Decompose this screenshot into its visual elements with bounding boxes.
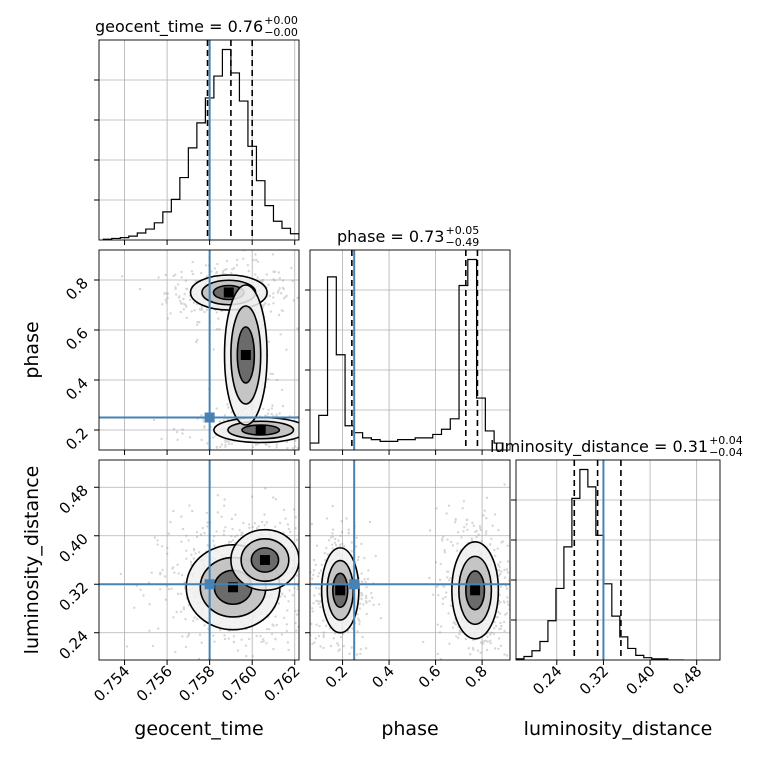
hist-panel-geocent_time: geocent_time = 0.76 +0.00−0.00 [94,14,300,241]
hist-geocent_time-title-main: geocent_time = 0.76 [95,17,263,37]
scatter-geocent_time-vs-phase-frame [98,249,300,451]
hist-luminosity_distance-title: luminosity_distance = 0.31 [490,437,708,457]
scatter-phase-vs-luminosity_distance-truth-marker [349,579,360,590]
hist-phase-title-main: phase = 0.73 [337,227,444,246]
scatter-phase-vs-luminosity_distance-peak-0 [335,585,346,596]
hist-geocent_time-title: geocent_time = 0.76 [95,17,263,37]
xtick-label-geocent_time-0: 0.754 [90,662,133,705]
xtick-label-luminosity_distance-0: 0.24 [529,662,565,698]
scatter-geocent_time-vs-luminosity_distance-density [119,487,299,660]
ytick-label-phase-0: 0.2 [62,424,92,454]
xtick-label-luminosity_distance-1: 0.32 [576,662,612,698]
hist-luminosity_distance-steps [516,468,684,660]
scatter-geocent_time-vs-luminosity_distance [98,459,300,661]
scatter-geocent_time-vs-phase-peak-0 [223,287,234,298]
hist-phase-frame [309,249,511,451]
hist-geocent_time-title-lower: −0.00 [264,26,298,39]
xtick-label-phase-0: 0.2 [322,662,352,692]
xtick-label-geocent_time-2: 0.758 [175,662,218,705]
scatter-geocent_time-vs-luminosity_distance-peak-1 [259,555,270,565]
hist-panel-luminosity_distance: luminosity_distance = 0.31 +0.04−0.04 [490,434,743,661]
scatter-geocent_time-vs-luminosity_distance-frame [98,459,300,661]
scatter-geocent_time-vs-phase-peak-2 [240,350,251,360]
ytick-label-phase-2: 0.6 [62,324,92,354]
ytick-label-phase-3: 0.8 [62,274,92,304]
ytick-label-luminosity_distance-2: 0.40 [55,530,91,566]
xaxis-label-luminosity_distance: luminosity_distance [524,718,713,740]
yaxis-label-luminosity_distance: luminosity_distance [21,466,43,655]
scatter-geocent_time-vs-phase-density [120,250,299,450]
ytick-label-phase-1: 0.4 [62,374,92,404]
hist-geocent_time-steps [102,48,299,240]
scatter-phase-vs-luminosity_distance-peak-1 [470,585,481,596]
scatter-geocent_time-vs-phase-truth-marker [204,412,215,423]
ytick-label-luminosity_distance-3: 0.48 [55,481,91,517]
ytick-label-luminosity_distance-0: 0.24 [55,627,91,663]
hist-phase-title: phase = 0.73 [337,227,444,246]
xaxis-label-geocent_time: geocent_time [134,718,263,740]
xtick-label-phase-1: 0.4 [368,662,398,692]
hist-phase-title-upper: +0.05 [445,224,479,237]
hist-luminosity_distance-title-main: luminosity_distance = 0.31 [490,437,708,457]
yaxis-label-phase: phase [21,321,43,378]
scatter-phase-vs-luminosity_distance-density [310,483,510,660]
hist-phase-steps [310,258,504,450]
scatter-geocent_time-vs-luminosity_distance-peak-0 [228,582,239,593]
hist-luminosity_distance-frame [515,459,721,661]
hist-luminosity_distance-title-upper: +0.04 [709,434,743,447]
xtick-label-phase-2: 0.6 [415,662,445,692]
hist-geocent_time-title-upper: +0.00 [264,14,298,27]
scatter-geocent_time-vs-phase [98,249,300,451]
scatter-geocent_time-vs-phase-peak-1 [255,425,266,435]
scatter-geocent_time-vs-luminosity_distance-truth-marker [204,579,215,590]
xaxis-label-phase: phase [381,718,438,740]
hist-panel-phase: phase = 0.73 +0.05−0.49 [305,224,511,451]
xtick-label-geocent_time-3: 0.760 [218,662,261,705]
scatter-phase-vs-luminosity_distance-frame [309,459,511,661]
hist-geocent_time-frame [98,39,300,241]
xtick-label-luminosity_distance-2: 0.40 [623,662,659,698]
xtick-label-luminosity_distance-3: 0.48 [669,662,705,698]
hist-luminosity_distance-title-lower: −0.04 [709,446,743,459]
xtick-label-geocent_time-1: 0.756 [133,662,176,705]
hist-phase-title-lower: −0.49 [445,236,479,249]
xtick-label-phase-3: 0.8 [461,662,491,692]
ytick-label-luminosity_distance-1: 0.32 [55,578,91,614]
xtick-label-geocent_time-4: 0.762 [260,662,303,705]
scatter-phase-vs-luminosity_distance [309,459,511,661]
